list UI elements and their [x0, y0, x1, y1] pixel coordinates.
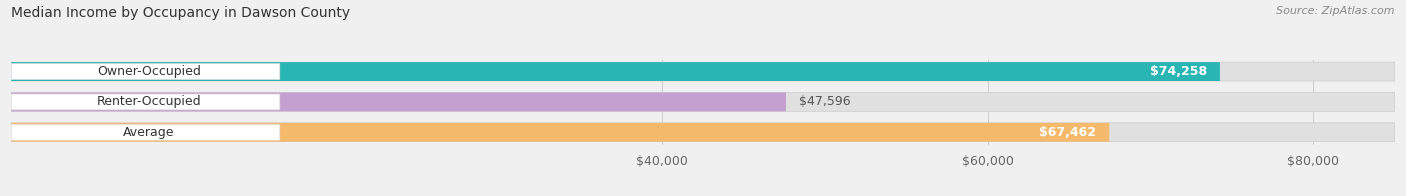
- FancyBboxPatch shape: [11, 94, 280, 110]
- FancyBboxPatch shape: [11, 93, 1395, 111]
- Text: Average: Average: [124, 126, 174, 139]
- FancyBboxPatch shape: [11, 123, 1395, 142]
- Text: Renter-Occupied: Renter-Occupied: [97, 95, 201, 108]
- Text: Source: ZipAtlas.com: Source: ZipAtlas.com: [1277, 6, 1395, 16]
- Text: $47,596: $47,596: [799, 95, 851, 108]
- Text: Owner-Occupied: Owner-Occupied: [97, 65, 201, 78]
- FancyBboxPatch shape: [11, 124, 280, 140]
- Text: Median Income by Occupancy in Dawson County: Median Income by Occupancy in Dawson Cou…: [11, 6, 350, 20]
- FancyBboxPatch shape: [11, 64, 280, 79]
- Text: $74,258: $74,258: [1150, 65, 1206, 78]
- FancyBboxPatch shape: [11, 62, 1395, 81]
- FancyBboxPatch shape: [11, 62, 1220, 81]
- FancyBboxPatch shape: [11, 93, 786, 111]
- FancyBboxPatch shape: [11, 123, 1109, 142]
- Text: $67,462: $67,462: [1039, 126, 1097, 139]
